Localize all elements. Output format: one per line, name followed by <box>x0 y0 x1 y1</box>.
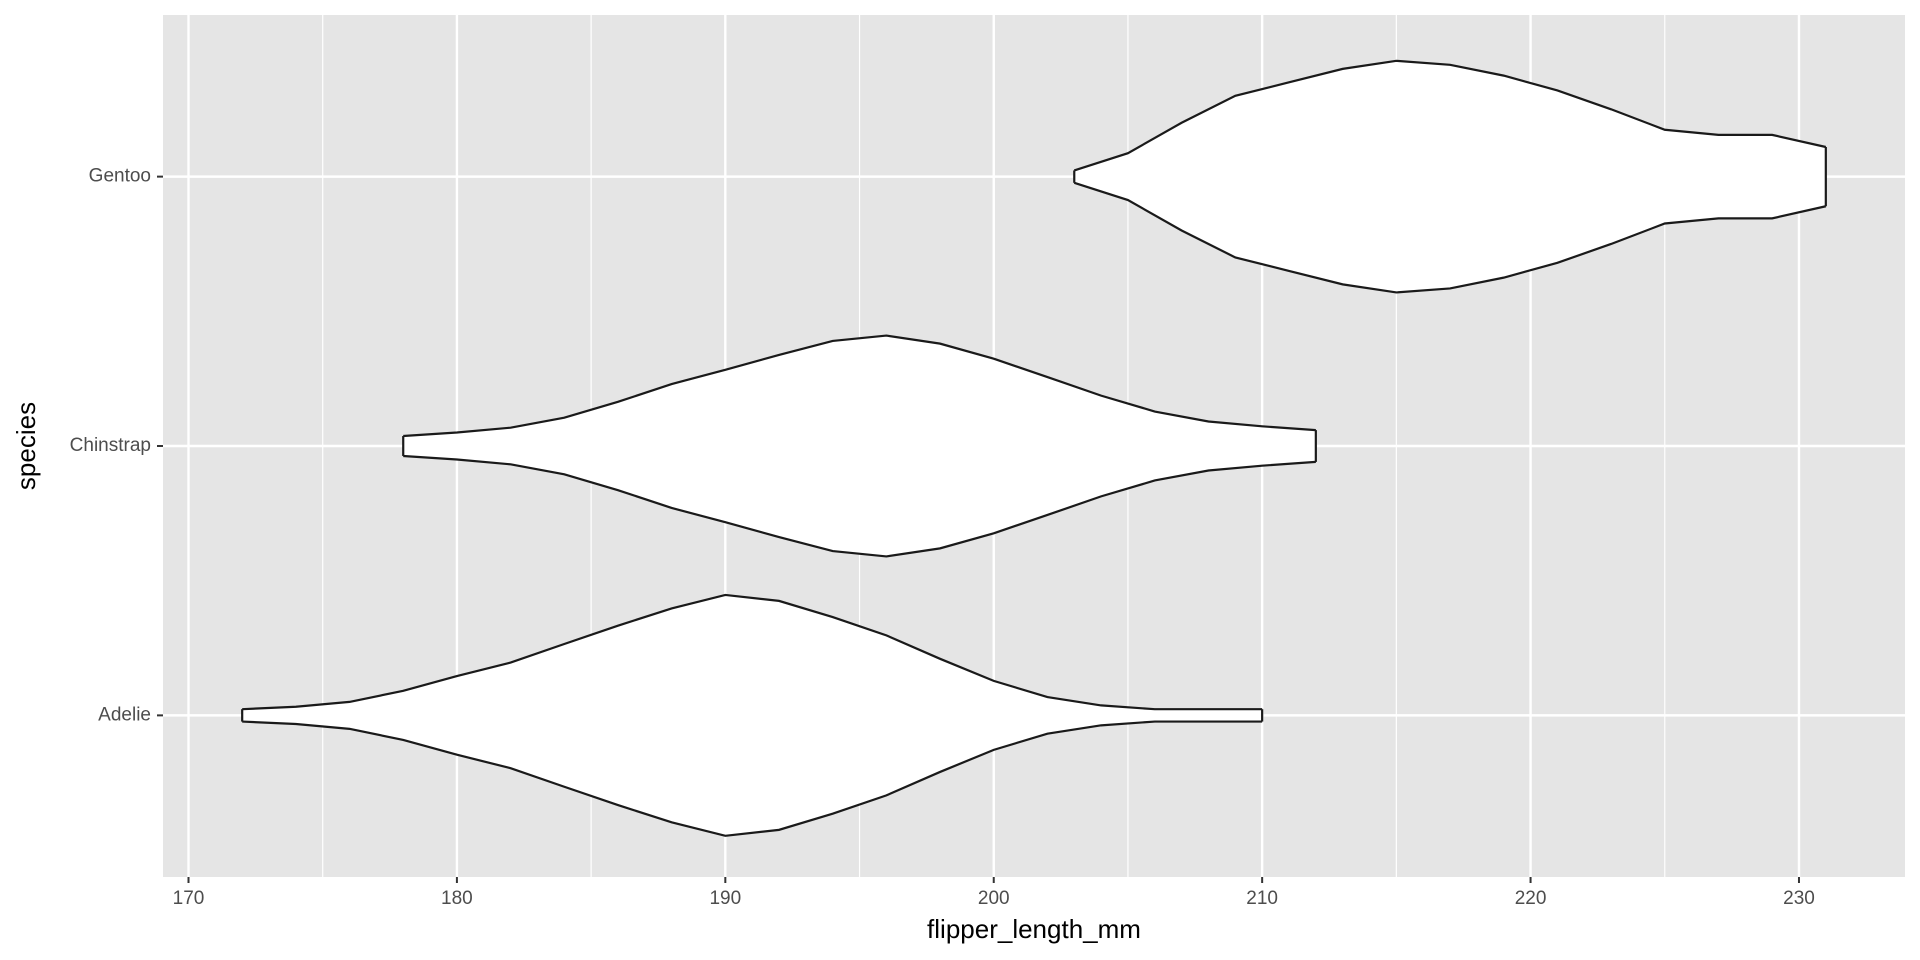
y-tick-label: Gentoo <box>89 166 151 187</box>
violin-lower-edge <box>1073 181 1827 294</box>
x-tick-label: 210 <box>1246 888 1278 909</box>
y-tick-label: Adelie <box>98 704 151 725</box>
y-axis-title: species <box>11 402 41 490</box>
x-tick-label: 230 <box>1783 888 1815 909</box>
x-tick-label: 200 <box>978 888 1010 909</box>
violin-upper-edge <box>242 593 1263 711</box>
x-tick-label: 220 <box>1515 888 1547 909</box>
y-tick-label: Chinstrap <box>70 435 151 456</box>
x-tick-label: 180 <box>441 888 473 909</box>
violin-fill <box>1074 60 1826 293</box>
violin-lower-edge <box>403 454 1316 558</box>
x-axis-title: flipper_length_mm <box>927 914 1141 944</box>
x-tick-label: 190 <box>709 888 741 909</box>
violin-fill <box>242 594 1263 836</box>
violin-upper-edge <box>1073 59 1827 172</box>
violin-lower-edge <box>242 720 1263 837</box>
x-tick-label: 170 <box>173 888 205 909</box>
violin-fill <box>403 335 1316 557</box>
violin-upper-edge <box>403 334 1316 438</box>
